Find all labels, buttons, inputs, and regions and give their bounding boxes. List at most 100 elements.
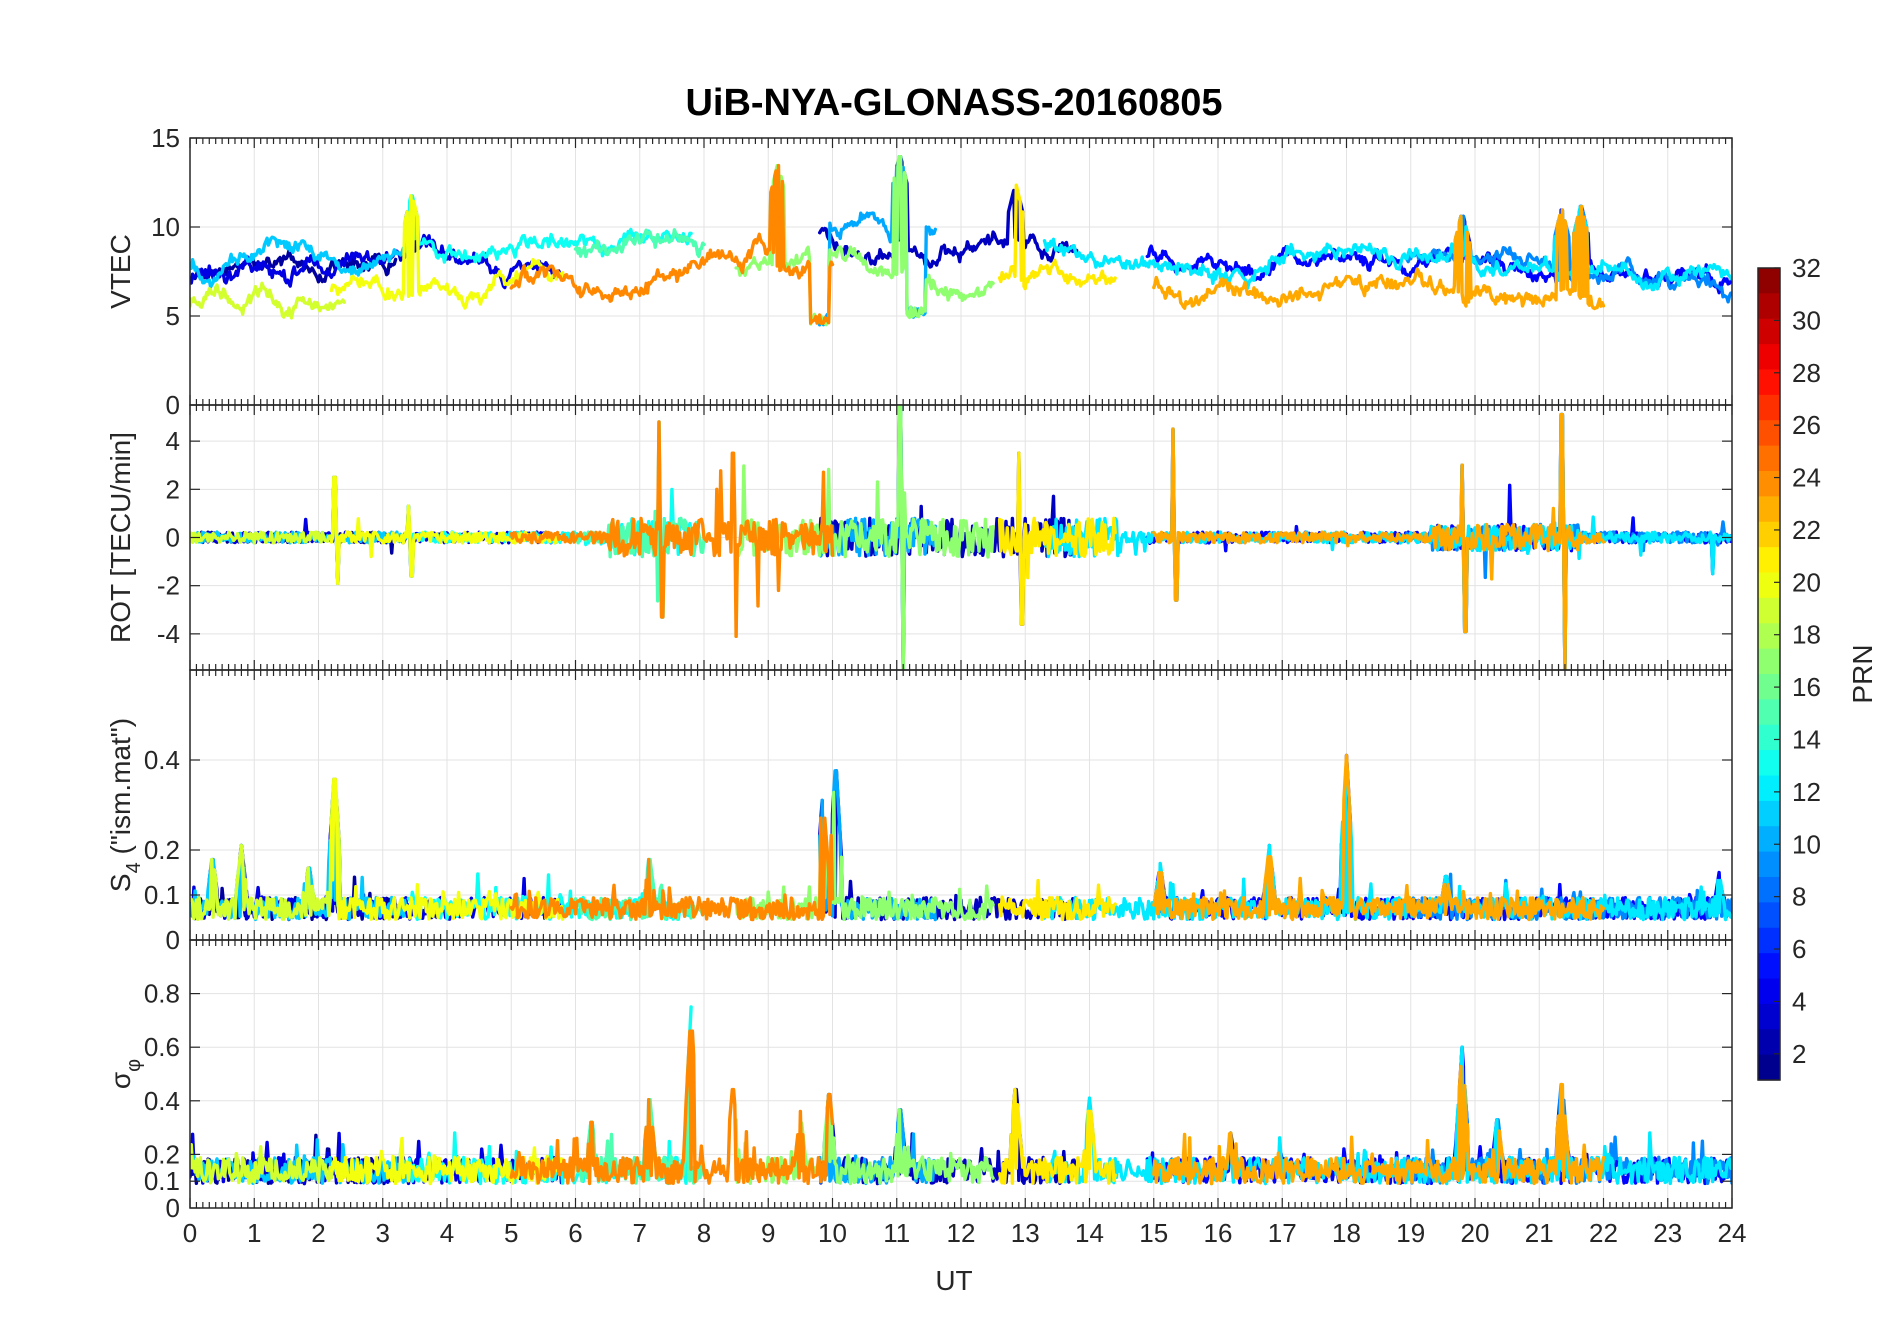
trace-prn-24-s4 — [509, 816, 835, 922]
colorbar-tick-label: 16 — [1792, 672, 1821, 702]
trace-prn-12-vtec — [1042, 204, 1732, 292]
colorbar-segment — [1758, 268, 1780, 294]
trace-prn-23-vtec — [1152, 204, 1606, 311]
colorbar-tick-label: 20 — [1792, 567, 1821, 597]
colorbar-segment — [1758, 369, 1780, 396]
colorbar-tick-label: 4 — [1792, 986, 1806, 1016]
x-tick-label: 22 — [1589, 1218, 1618, 1248]
trace-prn-23-sigma — [1152, 1064, 1606, 1186]
y-tick-label-sigma: 0.2 — [144, 1139, 180, 1169]
x-tick-label: 19 — [1396, 1218, 1425, 1248]
colorbar-segment — [1758, 318, 1780, 345]
x-tick-label: 18 — [1332, 1218, 1361, 1248]
trace-prn-19-sigma — [190, 1142, 346, 1185]
trace-prn-23-rot — [1152, 412, 1606, 670]
y-tick-label-sigma: 0.6 — [144, 1032, 180, 1062]
colorbar-segment — [1758, 597, 1780, 624]
y-tick-label-s4: 0.2 — [144, 835, 180, 865]
colorbar-segment — [1758, 699, 1780, 726]
trace-prn-10-s4 — [818, 769, 937, 922]
y-tick-label-vtec: 0 — [166, 390, 180, 420]
chart-title: UiB-NYA-GLONASS-20160805 — [685, 82, 1222, 124]
y-tick-label-vtec: 10 — [151, 212, 180, 242]
colorbar-tick-label: 12 — [1792, 777, 1821, 807]
y-tick-label-s4: 0.4 — [144, 745, 180, 775]
colorbar-tick-label: 30 — [1792, 305, 1821, 335]
traces-s4 — [190, 753, 1732, 922]
x-tick-label: 7 — [633, 1218, 647, 1248]
x-tick-label: 1 — [247, 1218, 261, 1248]
x-tick-label: 21 — [1525, 1218, 1554, 1248]
y-tick-label-sigma: 0.8 — [144, 979, 180, 1009]
x-tick-label: 14 — [1075, 1218, 1104, 1248]
trace-prn-11-vtec — [190, 215, 411, 289]
y-tick-label-rot: -2 — [157, 571, 180, 601]
colorbar-label: PRN — [1847, 644, 1878, 703]
colorbar-tick-label: 8 — [1792, 882, 1806, 912]
trace-prn-24-rot — [509, 420, 835, 638]
trace-prn-11-rot — [190, 475, 411, 585]
x-tick-label: 17 — [1268, 1218, 1297, 1248]
trace-prn-24-vtec — [509, 163, 835, 325]
trace-prn-12-rot — [1042, 412, 1732, 670]
colorbar-frame — [1757, 267, 1781, 1081]
y-axis-label-sigma: σφ — [105, 1059, 145, 1089]
colorbar-segment — [1758, 293, 1780, 320]
colorbar-segment — [1758, 623, 1780, 650]
y-axis-label-vtec: VTEC — [105, 234, 136, 309]
x-tick-label: 24 — [1718, 1218, 1747, 1248]
trace-prn-21-s4 — [997, 878, 1117, 922]
colorbar-tick-label: 6 — [1792, 934, 1806, 964]
trace-prn-23-s4 — [1152, 753, 1606, 922]
y-tick-label-rot: 0 — [166, 523, 180, 553]
colorbar-segment — [1758, 1003, 1780, 1030]
colorbar-segment — [1758, 826, 1780, 853]
colorbar-tick-label: 22 — [1792, 515, 1821, 545]
trace-prn-20-s4 — [329, 777, 565, 921]
y-tick-label-rot: 4 — [166, 426, 180, 456]
y-axis-label-sub: φ — [123, 1059, 145, 1072]
trace-prn-21-vtec — [997, 183, 1117, 291]
trace-prn-2-rot — [190, 475, 398, 585]
trace-prn-12-s4 — [1042, 775, 1732, 922]
x-tick-label: 11 — [883, 1218, 910, 1248]
y-axis-label-sub: 4 — [123, 862, 145, 873]
trace-prn-19-vtec — [190, 281, 346, 320]
traces-vtec — [190, 154, 1732, 327]
x-tick-label: 9 — [761, 1218, 775, 1248]
x-tick-label: 23 — [1653, 1218, 1682, 1248]
colorbar-segment — [1758, 648, 1780, 675]
trace-prn-13-vtec — [406, 194, 693, 264]
colorbar-segment — [1758, 750, 1780, 777]
trace-prn-21-rot — [997, 451, 1117, 626]
colorbar-segment — [1758, 877, 1780, 903]
colorbar-tick-label: 32 — [1792, 253, 1821, 283]
colorbar-tick-label: 14 — [1792, 724, 1821, 754]
colorbar-segment — [1758, 851, 1780, 878]
traces-rot — [190, 405, 1732, 670]
colorbar-tick-label: 24 — [1792, 463, 1821, 493]
colorbar-segment — [1758, 521, 1780, 548]
trace-prn-4-rot — [190, 475, 565, 585]
y-tick-label-sigma: 0.4 — [144, 1086, 180, 1116]
x-tick-label: 10 — [818, 1218, 847, 1248]
y-tick-label-s4: 0 — [166, 925, 180, 955]
colorbar-segment — [1758, 394, 1780, 421]
y-tick-label-vtec: 5 — [166, 301, 180, 331]
y-tick-label-sigma: 0 — [166, 1193, 180, 1223]
y-axis-label-main: S — [105, 873, 136, 892]
colorbar-segment — [1758, 344, 1780, 371]
colorbar-segment — [1758, 775, 1780, 802]
x-tick-label: 8 — [697, 1218, 711, 1248]
colorbar-segment — [1758, 1054, 1780, 1081]
trace-prn-19-s4 — [190, 777, 346, 921]
colorbar-segment — [1758, 902, 1780, 929]
trace-prn-12-sigma — [1042, 1045, 1732, 1186]
trace-prn-20-rot — [329, 475, 565, 585]
colorbar-tick-label: 26 — [1792, 410, 1821, 440]
colorbar-segment — [1758, 800, 1780, 827]
x-tick-label: 12 — [947, 1218, 976, 1248]
trace-prn-10-vtec — [818, 154, 937, 327]
